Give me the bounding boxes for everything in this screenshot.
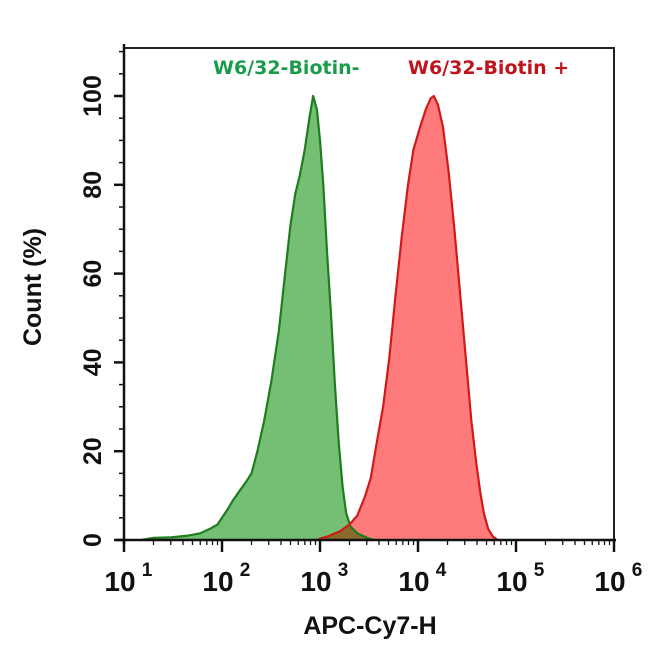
x-tick-exponent: 3 — [338, 560, 349, 581]
y-tick-label: 80 — [79, 171, 107, 199]
histogram-biotin-negative-fill — [141, 96, 375, 540]
legend-biotin-negative: W6/32-Biotin- — [213, 57, 360, 79]
x-tick-exponent: 2 — [240, 560, 251, 581]
x-tick-label: 10 — [496, 566, 527, 597]
histogram-biotin-negative-outline — [141, 94, 375, 542]
plot-frame — [123, 47, 615, 541]
x-tick-label: 10 — [104, 566, 135, 597]
x-tick-label: 10 — [300, 566, 331, 597]
y-tick-label: 20 — [79, 437, 107, 465]
x-tick-label: 10 — [202, 566, 233, 597]
y-tick-label: 60 — [79, 260, 107, 288]
y-axis-label: Count (%) — [19, 227, 47, 347]
histogram-biotin-positive-outline — [315, 94, 499, 542]
x-tick-exponent: 6 — [632, 560, 643, 581]
x-tick-label: 10 — [398, 566, 429, 597]
x-tick-label: 10 — [594, 566, 625, 597]
x-tick-exponent: 4 — [436, 560, 447, 581]
y-tick-label: 40 — [79, 348, 107, 376]
series-layer — [141, 94, 499, 542]
histogram-biotin-positive-fill — [315, 96, 498, 540]
x-tick-exponent: 5 — [534, 560, 545, 581]
y-tick-label: 0 — [79, 533, 107, 547]
legend-biotin-positive: W6/32-Biotin + — [408, 57, 570, 79]
x-axis-label: APC-Cy7-H — [303, 612, 437, 640]
x-tick-exponent: 1 — [142, 560, 153, 581]
y-tick-label: 100 — [79, 75, 107, 117]
axes-layer: 0 20 40 60 80 100 10 1 10 2 10 3 10 4 10 5 10 6 — [79, 44, 642, 597]
